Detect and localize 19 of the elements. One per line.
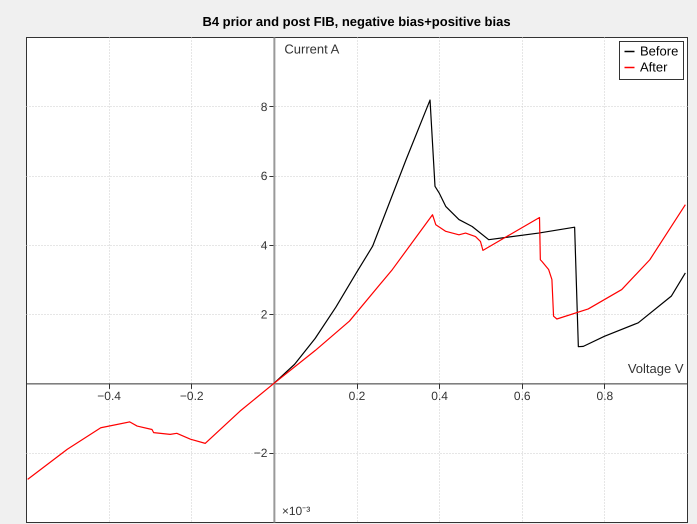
y-axis-title: Current A bbox=[284, 42, 340, 56]
x-tick-label: 0.6 bbox=[514, 388, 531, 403]
y-tick-label: 8 bbox=[260, 100, 268, 114]
line-series bbox=[273, 99, 686, 384]
legend-label: After bbox=[640, 60, 668, 74]
x-tick-label: −0.2 bbox=[180, 388, 204, 403]
x-tick-label: 0.4 bbox=[431, 388, 448, 403]
y-tick-label: −2 bbox=[254, 446, 268, 460]
y-tick-label: 4 bbox=[260, 238, 268, 252]
y-tick-label: 2 bbox=[260, 308, 268, 322]
y-tick-label: 6 bbox=[260, 169, 268, 184]
x-tick-label: 0.2 bbox=[348, 388, 366, 403]
chart-title: B4 prior and post FIB, negative bias+positive bias bbox=[202, 14, 511, 29]
legend-label: Before bbox=[640, 44, 678, 58]
line-series bbox=[27, 204, 686, 480]
x-axis-title: Voltage V bbox=[628, 360, 684, 376]
annotation: ×10⁻³ bbox=[282, 504, 310, 518]
x-tick-label: 0.8 bbox=[596, 388, 614, 403]
x-tick-label: −0.4 bbox=[97, 388, 122, 403]
